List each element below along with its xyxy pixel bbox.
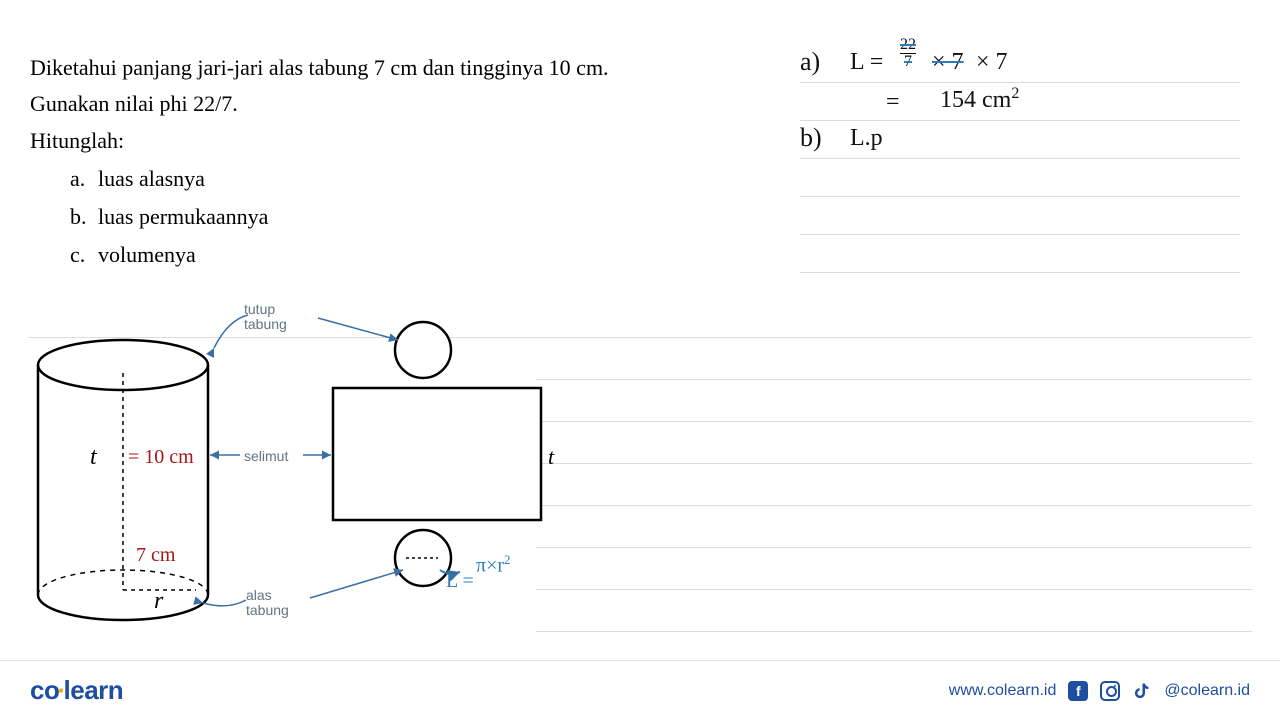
label-selimut: selimut <box>244 448 288 464</box>
hw-mul2: × 7 <box>976 49 1008 76</box>
list-item-a: a.luas alasnya <box>70 161 670 197</box>
list-item-b: b.luas permukaannya <box>70 199 670 235</box>
problem-line-2: Gunakan nilai phi 22/7. <box>30 86 670 122</box>
var-t: t <box>90 444 97 471</box>
hw-b-text: L.p <box>850 125 883 152</box>
hw-formula: π×r2 <box>476 552 511 578</box>
footer: co·learn www.colearn.id f @colearn.id <box>0 660 1280 720</box>
hw-b-label: b) <box>800 123 822 153</box>
label-tutup: tutup tabung <box>244 302 287 333</box>
facebook-icon: f <box>1068 681 1088 701</box>
instagram-icon <box>1100 681 1120 701</box>
hw-t-val: = 10 cm <box>128 446 194 469</box>
var-r: r <box>154 588 163 615</box>
label-alas: alas tabung <box>246 588 289 619</box>
page-root: { "problem": { "line1": "Diketahui panja… <box>0 0 1280 720</box>
hw-mul1: × 7 <box>932 49 964 76</box>
problem-text: Diketahui panjang jari-jari alas tabung … <box>30 50 670 276</box>
hw-a-L: L = <box>850 49 883 76</box>
list-item-c: c.volumenya <box>70 237 670 273</box>
hw-a-label: a) <box>800 47 820 77</box>
handwritten-solution: a) L = 22 7 × 7 × 7 = 154 cm2 b) L.p <box>800 45 1240 273</box>
hw-formula-L: L = <box>446 570 474 593</box>
problem-list: a.luas alasnya b.luas permukaannya c.vol… <box>30 161 670 274</box>
hw-eq2: = <box>886 89 900 116</box>
cylinder-diagram: tutup tabung selimut alas tabung t = 10 … <box>28 300 588 630</box>
diagram-svg <box>28 300 588 630</box>
hw-r-val: 7 cm <box>136 544 175 567</box>
problem-line-3: Hitunglah: <box>30 123 670 159</box>
var-t-side: t <box>548 444 554 470</box>
hw-frac: 22 7 <box>900 37 916 70</box>
footer-right: www.colearn.id f @colearn.id <box>949 681 1250 701</box>
footer-url: www.colearn.id <box>949 682 1057 700</box>
tiktok-icon <box>1132 681 1152 701</box>
hw-val: 154 cm2 <box>940 85 1019 114</box>
problem-line-1: Diketahui panjang jari-jari alas tabung … <box>30 50 670 86</box>
footer-handle: @colearn.id <box>1164 682 1250 700</box>
colearn-logo: co·learn <box>30 675 123 706</box>
